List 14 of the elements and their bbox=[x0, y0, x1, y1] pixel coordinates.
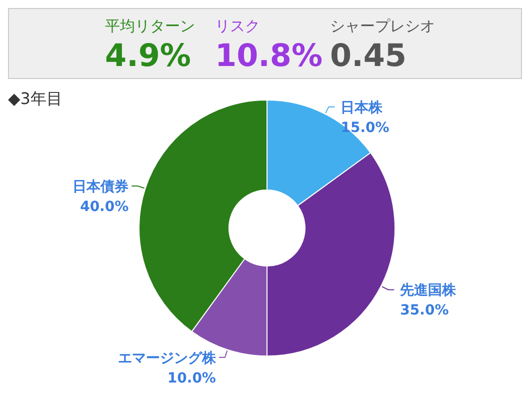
text: 0.45 bbox=[330, 38, 406, 74]
data-label: 40.0% bbox=[80, 198, 129, 215]
text: 10.8% bbox=[215, 38, 323, 74]
data-label: 10.0% bbox=[167, 370, 216, 386]
text: リスク bbox=[215, 17, 260, 35]
data-label: 35.0% bbox=[400, 302, 449, 319]
text: 平均リターン bbox=[105, 17, 195, 35]
text: シャープレシオ bbox=[330, 17, 435, 35]
slice-label: エマージング株 bbox=[118, 350, 217, 366]
slice-label: 日本株 bbox=[340, 100, 384, 116]
chart-title: ◆3年目 bbox=[8, 89, 62, 108]
text: 4.9% bbox=[105, 38, 191, 74]
slice-label: 先進国株 bbox=[399, 282, 458, 299]
slice-label: 日本債券 bbox=[72, 178, 129, 195]
